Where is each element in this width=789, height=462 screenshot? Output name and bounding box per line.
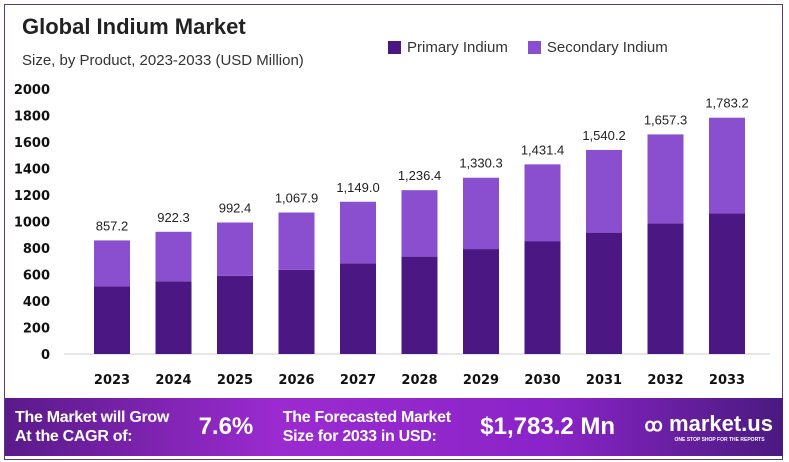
x-tick-label: 2029: [463, 373, 499, 388]
y-tick-label: 1600: [14, 136, 50, 151]
data-label: 1,236.4: [398, 168, 441, 183]
chart-subtitle: Size, by Product, 2023-2033 (USD Million…: [22, 52, 304, 69]
y-tick-label: 0: [41, 348, 50, 363]
bar-secondary: [524, 164, 561, 242]
brand-logo: ꝏ market.us ONE STOP SHOP FOR THE REPORT…: [644, 410, 773, 443]
legend-item-primary: Primary Indium: [388, 39, 508, 56]
y-tick-label: 800: [23, 242, 50, 257]
x-tick-label: 2033: [709, 373, 745, 388]
x-tick-label: 2024: [155, 373, 191, 388]
bar-secondary: [340, 201, 376, 264]
legend-swatch-primary: [388, 41, 401, 54]
legend-label: Secondary Indium: [546, 39, 668, 56]
bar-primary: [278, 269, 315, 354]
forecast-value: $1,783.2 Mn: [480, 413, 616, 440]
data-label: 1,330.3: [459, 156, 502, 171]
bar-secondary: [217, 222, 253, 276]
y-tick-label: 1800: [14, 110, 50, 125]
bar-primary: [463, 249, 499, 354]
data-label: 1,540.2: [582, 128, 625, 143]
bar-primary: [709, 213, 745, 354]
bar-primary: [94, 286, 130, 354]
bar-secondary: [709, 117, 745, 214]
cagr-label: The Market will Grow At the CAGR of:: [15, 409, 170, 445]
data-label: 857.2: [96, 218, 129, 233]
legend: Primary Indium Secondary Indium: [388, 39, 668, 56]
data-label: 1,067.9: [275, 191, 318, 206]
bar-primary: [340, 263, 376, 354]
bar-primary: [217, 275, 253, 354]
logo-icon: ꝏ: [644, 414, 663, 435]
data-label: 922.3: [157, 210, 190, 225]
legend-label: Primary Indium: [407, 39, 508, 56]
x-tick-label: 2031: [586, 373, 622, 388]
brand-tagline: ONE STOP SHOP FOR THE REPORTS: [674, 436, 765, 443]
x-tick-label: 2028: [401, 373, 437, 388]
y-tick-label: 1000: [14, 216, 50, 231]
data-label: 992.4: [219, 201, 252, 216]
y-tick-label: 1400: [14, 163, 50, 178]
y-tick-label: 2000: [14, 83, 50, 98]
data-label: 1,783.2: [705, 96, 748, 111]
x-tick-label: 2025: [217, 373, 253, 388]
x-tick-label: 2032: [647, 373, 683, 388]
frame: [4, 4, 783, 460]
x-tick-label: 2030: [524, 373, 560, 388]
legend-item-secondary: Secondary Indium: [527, 39, 668, 56]
y-tick-label: 1200: [14, 189, 50, 204]
cagr-value: 7.6%: [198, 413, 254, 440]
y-tick-label: 200: [23, 322, 50, 337]
y-tick-label: 400: [23, 295, 50, 310]
summary-banner: The Market will Grow At the CAGR of: 7.6%…: [5, 398, 783, 456]
bar-primary: [524, 241, 561, 354]
x-tick-label: 2027: [340, 373, 376, 388]
bar-secondary: [155, 231, 192, 282]
legend-swatch-secondary: [527, 41, 541, 54]
chart-title: Global Indium Market: [22, 14, 246, 39]
bar-primary: [155, 281, 192, 354]
data-label: 1,149.0: [336, 180, 379, 195]
bar-secondary: [586, 149, 622, 233]
x-tick-label: 2026: [278, 373, 314, 388]
bar-primary: [586, 232, 622, 354]
data-label: 1,657.3: [644, 112, 687, 127]
y-tick-label: 600: [23, 269, 50, 284]
x-tick-label: 2023: [94, 373, 130, 388]
brand-name: market.us: [669, 410, 773, 436]
forecast-label: The Forecasted Market Size for 2033 in US…: [282, 409, 451, 445]
bar-secondary: [401, 190, 438, 257]
bar-primary: [401, 256, 438, 354]
bar-secondary: [94, 240, 130, 287]
data-label: 1,431.4: [521, 142, 564, 157]
bar-secondary: [647, 134, 684, 224]
bar-secondary: [463, 177, 499, 250]
bar-secondary: [278, 212, 315, 270]
bar-primary: [647, 223, 684, 354]
plot-area: 0 200 400 600 800 1000 1200 1400 1600 1800 2000 857…: [14, 83, 770, 388]
